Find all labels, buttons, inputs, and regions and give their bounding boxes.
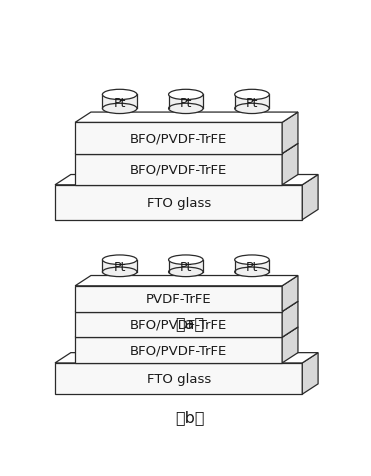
Text: BFO/PVDF-TrFE: BFO/PVDF-TrFE: [130, 163, 227, 176]
Polygon shape: [302, 175, 318, 220]
Ellipse shape: [168, 90, 203, 100]
Ellipse shape: [168, 104, 203, 114]
Polygon shape: [75, 276, 298, 286]
Text: PVDF-TrFE: PVDF-TrFE: [146, 293, 211, 306]
Ellipse shape: [102, 90, 137, 100]
Text: （a）: （a）: [175, 316, 205, 330]
Polygon shape: [282, 144, 298, 186]
Polygon shape: [235, 95, 269, 109]
Text: Pt: Pt: [246, 97, 258, 109]
Polygon shape: [55, 186, 302, 220]
Polygon shape: [75, 302, 298, 312]
Polygon shape: [75, 337, 282, 363]
Polygon shape: [282, 327, 298, 363]
Ellipse shape: [235, 90, 269, 100]
Text: BFO/PVDF-TrFE: BFO/PVDF-TrFE: [130, 132, 227, 145]
Ellipse shape: [102, 268, 137, 277]
Ellipse shape: [235, 104, 269, 114]
Polygon shape: [75, 123, 282, 154]
Ellipse shape: [168, 256, 203, 265]
Polygon shape: [75, 327, 298, 337]
Text: BFO/PVDF-TrFE: BFO/PVDF-TrFE: [130, 344, 227, 357]
Text: Pt: Pt: [180, 260, 192, 273]
Polygon shape: [75, 286, 282, 312]
Polygon shape: [75, 154, 282, 186]
Text: FTO glass: FTO glass: [147, 196, 211, 209]
Polygon shape: [102, 260, 137, 272]
Text: （b）: （b）: [175, 409, 205, 424]
Text: Pt: Pt: [180, 97, 192, 109]
Polygon shape: [55, 353, 318, 363]
Ellipse shape: [235, 256, 269, 265]
Polygon shape: [75, 312, 282, 337]
Polygon shape: [75, 144, 298, 154]
Text: Pt: Pt: [114, 97, 126, 109]
Polygon shape: [55, 363, 302, 394]
Polygon shape: [102, 95, 137, 109]
Text: FTO glass: FTO glass: [147, 372, 211, 385]
Polygon shape: [75, 113, 298, 123]
Polygon shape: [282, 113, 298, 154]
Polygon shape: [302, 353, 318, 394]
Polygon shape: [168, 95, 203, 109]
Polygon shape: [168, 260, 203, 272]
Ellipse shape: [102, 256, 137, 265]
Ellipse shape: [168, 268, 203, 277]
Ellipse shape: [102, 104, 137, 114]
Polygon shape: [282, 302, 298, 337]
Ellipse shape: [235, 268, 269, 277]
Polygon shape: [55, 175, 318, 186]
Text: Pt: Pt: [114, 260, 126, 273]
Polygon shape: [282, 276, 298, 312]
Text: Pt: Pt: [246, 260, 258, 273]
Text: BFO/PVDF-TrFE: BFO/PVDF-TrFE: [130, 318, 227, 331]
Polygon shape: [235, 260, 269, 272]
